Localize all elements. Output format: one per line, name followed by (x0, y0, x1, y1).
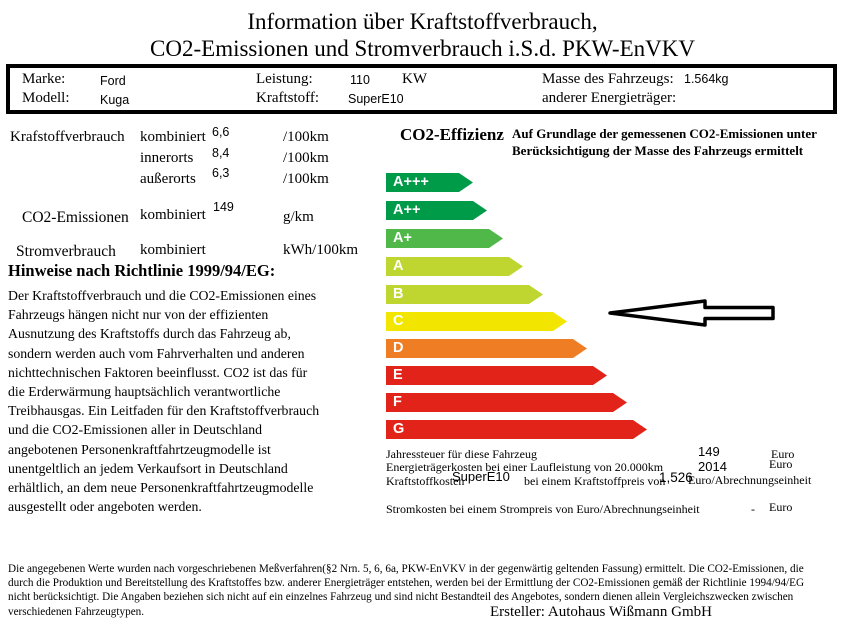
hinweise-line: Fahrzeugs hängen nicht nur von der effiz… (8, 307, 269, 323)
kraftstoffkosten-value: 1,526 (659, 470, 693, 485)
stromkosten-label: Stromkosten bei einem Strompreis von Eur… (386, 502, 700, 516)
efficiency-class-a-plus1: A+ (386, 229, 503, 248)
verbrauch-unit-3: /100km (283, 171, 329, 187)
co2-kombiniert-label: kombiniert (140, 207, 206, 223)
hinweise-line: Ausnutzung des Kraftstoffs durch das Fah… (8, 326, 291, 342)
masse-label: Masse des Fahrzeugs: (542, 71, 674, 87)
marke-label: Marke: (22, 71, 66, 87)
class-pointer-arrow-icon (608, 299, 775, 327)
verbrauch-unit-1: /100km (283, 129, 329, 145)
modell-label: Modell: (22, 90, 70, 106)
ausserorts-label: außerorts (140, 171, 196, 187)
verbrauch-label: Krafstoffverbrauch (10, 129, 125, 145)
hinweise-line: Treibhausgas. Ein Leitfaden für den Kraf… (8, 403, 320, 419)
efficiency-class-g: G (386, 420, 647, 439)
strom-unit: kWh/100km (283, 242, 358, 258)
efficiency-class-c: C (386, 312, 567, 331)
leistung-unit: KW (402, 71, 427, 87)
hinweise-paragraph: Der Kraftstoffverbrauch und die CO2-Emis… (8, 286, 319, 516)
strom-kombiniert-label: kombiniert (140, 242, 206, 258)
ausserorts-value: 6,3 (212, 166, 230, 180)
efficiency-class-label: C (393, 313, 404, 329)
efficiency-class-a-plus2: A++ (386, 201, 487, 220)
co2-value: 149 (213, 200, 234, 214)
footer-fine-print: Die angegebenen Werte wurden nach vorges… (8, 562, 804, 619)
efficiency-class-label: A+ (393, 230, 412, 246)
efficiency-class-e: E (386, 366, 607, 385)
jahressteuer-label: Jahressteuer für diese Fahrzeug (386, 447, 537, 461)
stromkosten-value: - (751, 502, 755, 516)
hinweise-line: die Erderwärmung hauptsächlich verantwor… (8, 384, 281, 400)
efficiency-class-a-plus3: A+++ (386, 173, 473, 192)
efficiency-class-d: D (386, 339, 587, 358)
jahressteuer-value: 149 (698, 444, 720, 459)
innerorts-value: 8,4 (212, 146, 230, 160)
hinweise-line: und die CO2-Emissionen aller in Deutschl… (8, 422, 263, 438)
efficiency-note-line2: Berücksichtigung der Masse des Fahrzeugs… (512, 143, 804, 158)
kraftstoffkosten-label: Kraftstoffkosten (386, 474, 465, 488)
marke-value: Ford (100, 74, 126, 88)
footer-line: nicht berücksichtigt. Die Angaben bezieh… (8, 591, 794, 604)
kraftstoffkosten-mid: bei einem Kraftstoffpreis von (524, 474, 666, 488)
leistung-value: 110 (350, 73, 370, 87)
kraftstoff-label: Kraftstoff: (256, 90, 320, 106)
efficiency-class-label: B (393, 286, 404, 302)
kombiniert-label: kombiniert (140, 129, 206, 145)
jahressteuer-unit: Euro (771, 447, 795, 461)
efficiency-class-label: G (393, 421, 405, 437)
efficiency-class-label: A (393, 258, 404, 274)
strom-label: Stromverbrauch (16, 243, 116, 260)
modell-value: Kuga (100, 93, 130, 107)
kraftstoffkosten-fuel: SuperE10 (452, 469, 510, 484)
efficiency-class-label: A++ (393, 202, 421, 218)
footer-line: Die angegebenen Werte wurden nach vorges… (8, 563, 804, 575)
energiekosten-label: Energieträgerkosten bei einer Laufleistu… (386, 460, 664, 474)
hinweise-line: erhältlich, an dem neue Personenkraftfah… (8, 480, 314, 496)
efficiency-class-label: F (393, 394, 402, 410)
hinweise-line: nichttechnischen Faktoren beeinflusst. C… (8, 364, 308, 380)
leistung-label: Leistung: (256, 71, 313, 87)
efficiency-class-label: A+++ (393, 174, 429, 190)
hinweise-heading: Hinweise nach Richtlinie 1999/94/EG: (8, 261, 276, 280)
efficiency-note-line1: Auf Grundlage der gemessenen CO2-Emissio… (512, 126, 817, 141)
ersteller-line: Ersteller: Autohaus Wißmann GmbH (490, 604, 713, 620)
footer-line: verschiedenen Fahrzeugtypen. (8, 605, 145, 618)
efficiency-class-f: F (386, 393, 627, 412)
hinweise-line: unentgeltlich an jedem Verkaufsort in De… (8, 460, 288, 476)
kraftstoff-value: SuperE10 (348, 92, 404, 106)
kraftstoffkosten-unit: Euro/Abrechnungseinheit (688, 473, 812, 487)
hinweise-line: sondern werden auch vom Fahrverhalten un… (8, 345, 305, 361)
efficiency-heading: CO2-Effizienz (400, 125, 504, 144)
hinweise-line: ausgestellt oder angeboten werden. (8, 499, 202, 515)
efficiency-class-label: E (393, 367, 403, 383)
energiekosten-unit: Euro (769, 457, 793, 471)
document-title-line1: Information über Kraftstoffverbrauch, (247, 9, 598, 34)
efficiency-class-label: D (393, 340, 404, 356)
efficiency-class-b: B (386, 285, 543, 304)
co2-label: CO2-Emissionen (22, 209, 129, 226)
masse-value: 1.564kg (684, 72, 729, 86)
footer-line: durch die Produktion und Bereitstellung … (8, 577, 805, 590)
energiekosten-value: 2014 (698, 459, 727, 474)
kombiniert-value: 6,6 (212, 125, 230, 139)
stromkosten-unit: Euro (769, 500, 793, 514)
vehicle-info-box: Marke: Ford Modell: Kuga Leistung: 110 K… (6, 64, 837, 114)
hinweise-line: Der Kraftstoffverbrauch und die CO2-Emis… (8, 288, 317, 303)
energietraeger-label: anderer Energieträger: (542, 90, 677, 106)
document-title-line2: CO2-Emissionen und Stromverbrauch i.S.d.… (150, 36, 695, 61)
verbrauch-unit-2: /100km (283, 150, 329, 166)
innerorts-label: innerorts (140, 150, 194, 166)
efficiency-class-a: A (386, 257, 523, 276)
hinweise-line: angebotenen Personenkraftfahrtzeugmodell… (8, 441, 271, 457)
co2-unit: g/km (283, 209, 314, 225)
